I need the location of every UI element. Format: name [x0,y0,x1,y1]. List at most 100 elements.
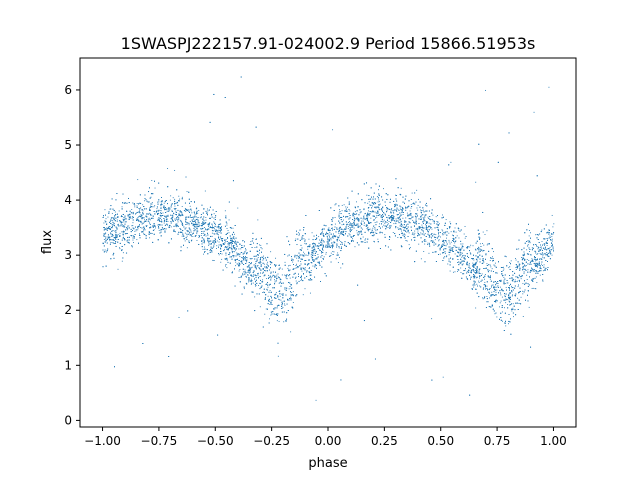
data-point [455,240,456,242]
data-point [510,260,512,262]
data-point [200,228,201,230]
data-point [512,294,514,296]
data-point [262,272,264,274]
data-point [332,129,334,131]
data-point [216,240,218,242]
data-point [256,260,258,262]
data-point [181,212,183,214]
data-point [263,255,265,257]
data-point [121,224,123,226]
data-point [520,296,522,298]
data-point [160,206,162,208]
data-point [186,191,188,193]
data-point [170,226,172,228]
data-point [270,303,272,305]
data-point [122,218,124,220]
data-point [108,237,110,239]
data-point [235,261,237,263]
data-point [427,244,428,246]
data-point [276,276,278,278]
data-point [330,229,332,231]
data-point [178,316,180,318]
data-point [330,252,332,254]
data-point [257,219,259,221]
data-point [304,260,306,262]
data-point [126,218,128,220]
data-point [205,217,207,218]
data-point [232,237,234,239]
data-point [490,266,492,268]
data-point [361,228,363,230]
data-point [318,249,320,251]
data-point [500,300,502,302]
data-point [276,274,278,276]
data-point [262,268,264,270]
data-point [400,187,402,189]
data-point [278,298,280,300]
data-point [375,202,377,204]
data-point [334,223,336,225]
data-point [314,259,316,261]
data-point [226,224,228,226]
data-point [128,214,130,215]
data-point [404,221,406,223]
data-point [423,220,425,222]
data-point [332,251,334,252]
data-point [160,212,162,214]
data-point [151,179,153,181]
data-point [400,220,402,222]
data-point [531,270,533,272]
data-point [178,217,180,219]
data-point [227,230,229,232]
data-point [526,249,528,251]
data-point [448,232,450,234]
data-point [148,217,150,219]
data-point [374,241,375,243]
data-point [292,291,294,293]
data-point [201,218,203,220]
data-point [428,222,430,224]
data-point [238,248,240,250]
data-point [476,283,478,285]
data-point [136,239,138,241]
data-point [332,242,334,244]
data-point [264,292,266,294]
data-point [238,270,240,272]
data-point [201,228,202,230]
data-point [475,307,477,309]
data-point [229,256,231,258]
data-point [485,284,486,286]
data-point [360,237,362,239]
data-point [264,270,266,272]
data-point [354,211,356,213]
data-point [406,212,408,214]
data-point [139,225,140,227]
data-point [462,252,463,254]
data-point [175,225,177,227]
data-point [307,263,308,265]
data-point [185,218,187,220]
data-point [300,260,302,262]
data-point [530,261,532,262]
data-point [417,232,419,234]
data-point [270,301,272,303]
data-point [421,227,423,229]
data-point [485,267,487,269]
data-point [281,301,283,303]
data-point [451,249,453,251]
data-point [351,223,353,225]
data-point [203,253,204,255]
data-point [227,243,229,245]
data-point [323,258,324,260]
data-point [398,218,400,220]
data-point [522,262,524,264]
data-point [171,209,173,211]
data-point [518,264,520,266]
data-point [422,221,424,222]
data-point [507,282,509,284]
data-point [434,239,436,241]
data-point [202,248,204,250]
data-point [483,287,485,289]
